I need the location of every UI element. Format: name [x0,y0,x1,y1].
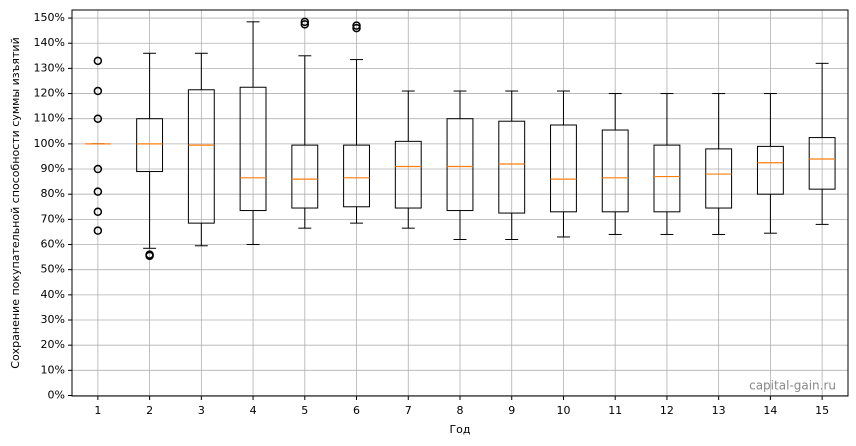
box [601,129,629,213]
y-tick-label: 100% [34,137,65,150]
x-tick-label: 6 [353,404,360,417]
y-tick-label: 30% [41,313,65,326]
box [808,137,836,190]
y-tick-label: 10% [41,363,65,376]
x-tick-label: 7 [405,404,412,417]
y-tick-label: 110% [34,112,65,125]
x-tick-label: 3 [198,404,205,417]
watermark: capital-gain.ru [749,379,836,393]
x-tick-label: 13 [712,404,726,417]
x-tick-label: 1 [94,404,101,417]
y-tick-label: 140% [34,36,65,49]
x-tick-label: 8 [457,404,464,417]
outlier [93,86,103,96]
plot-frame [71,9,849,397]
y-tick-label: 120% [34,87,65,100]
outlier [352,23,361,33]
box [498,120,526,214]
box [394,140,422,209]
x-tick-label: 10 [556,404,570,417]
x-tick-label: 2 [146,404,153,417]
box [653,144,681,213]
y-tick-label: 60% [41,238,65,251]
y-tick-label: 90% [41,162,65,175]
box [756,145,784,195]
box [446,118,474,212]
x-tick-label: 4 [250,404,257,417]
outlier [93,114,103,123]
y-tick-label: 70% [41,212,65,225]
outlier [93,164,103,174]
outlier [93,226,103,235]
y-axis-label: Сохранение покупательной способности сум… [9,37,22,368]
x-tick-label: 11 [608,404,622,417]
x-axis-label: Год [449,423,470,436]
x-tick-label: 12 [660,404,674,417]
y-tick-label: 50% [41,263,65,276]
box [187,89,215,224]
y-tick-label: 130% [34,61,65,74]
outlier [145,251,154,261]
box [291,144,319,209]
box [705,148,733,209]
outlier [300,17,310,27]
outlier [93,207,103,217]
y-tick-label: 80% [41,187,65,200]
outlier [300,20,310,29]
box [550,124,577,213]
x-tick-label: 5 [301,404,308,417]
y-tick-label: 150% [34,11,65,24]
outlier [93,56,103,66]
x-tick-label: 15 [815,404,829,417]
box [343,144,370,208]
box [239,86,267,212]
y-tick-label: 20% [41,338,65,351]
x-tick-label: 9 [508,404,515,417]
outlier [352,21,361,30]
outlier [93,187,103,196]
box [136,118,164,173]
x-tick-label: 14 [763,404,777,417]
y-tick-label: 40% [41,288,65,301]
y-tick-label: 0% [48,388,65,401]
